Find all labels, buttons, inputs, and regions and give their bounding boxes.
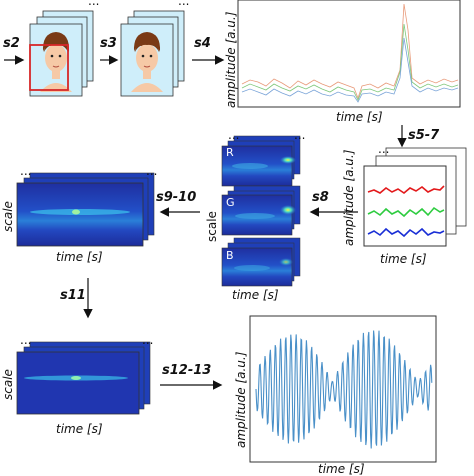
- axis-label-scale-1: scale: [205, 211, 219, 242]
- face-icon: [131, 32, 163, 92]
- ellipsis-2: ...: [178, 0, 190, 8]
- ellipsis-5: ...: [294, 128, 306, 142]
- axis-label-time-1: time [s]: [336, 110, 383, 124]
- axis-label-time-4: time [s]: [56, 250, 103, 264]
- axis-label-time-2: time [s]: [380, 252, 427, 266]
- rgb-signals-stack: [363, 147, 467, 247]
- channel-label-r: R: [226, 146, 234, 159]
- step-label-s9-10: s9-10: [156, 190, 197, 205]
- filtered-scalogram-stack: [16, 341, 151, 415]
- reconstructed-waveform: [255, 330, 433, 449]
- ellipsis-3: ...: [378, 142, 390, 156]
- ellipsis-1: ...: [88, 0, 100, 8]
- axis-label-scale-3: scale: [1, 369, 15, 400]
- axis-label-time-6: time [s]: [318, 462, 365, 476]
- axis-label-scale-2: scale: [1, 201, 15, 232]
- step-label-s5-7: s5-7: [408, 128, 440, 143]
- channel-label-b: B: [226, 249, 234, 262]
- step-label-s4: s4: [194, 36, 211, 51]
- step-label-s2: s2: [3, 36, 20, 51]
- ellipsis-9: ...: [142, 333, 154, 347]
- reconstructed-signal-plot: [249, 315, 437, 463]
- step-label-s11: s11: [60, 288, 86, 303]
- channel-label-g: G: [226, 196, 235, 209]
- video-frame-stack-2: [120, 10, 185, 97]
- ellipsis-4: ...: [228, 128, 240, 142]
- axis-label-time-3: time [s]: [232, 288, 279, 302]
- step-label-s3: s3: [100, 36, 117, 51]
- ellipsis-7: ...: [146, 164, 158, 178]
- ellipsis-8: ...: [20, 333, 32, 347]
- rgb-trace-plot: [237, 0, 461, 108]
- axis-label-amplitude-3: amplitude [a.u.]: [234, 351, 248, 448]
- flow-arrows: [4, 55, 407, 390]
- ellipsis-6: ...: [20, 164, 32, 178]
- face-detection-box: [29, 44, 69, 91]
- step-label-s12-13: s12-13: [162, 363, 212, 378]
- video-frame-stack-1: [29, 10, 94, 97]
- combined-scalogram-stack: [16, 172, 155, 247]
- axis-label-amplitude-1: amplitude [a.u.]: [224, 11, 238, 108]
- axis-label-amplitude-2: amplitude [a.u.]: [342, 149, 356, 246]
- rgb-scalogram-stacks: [221, 135, 301, 287]
- axis-label-time-5: time [s]: [56, 422, 103, 436]
- step-label-s8: s8: [312, 190, 329, 205]
